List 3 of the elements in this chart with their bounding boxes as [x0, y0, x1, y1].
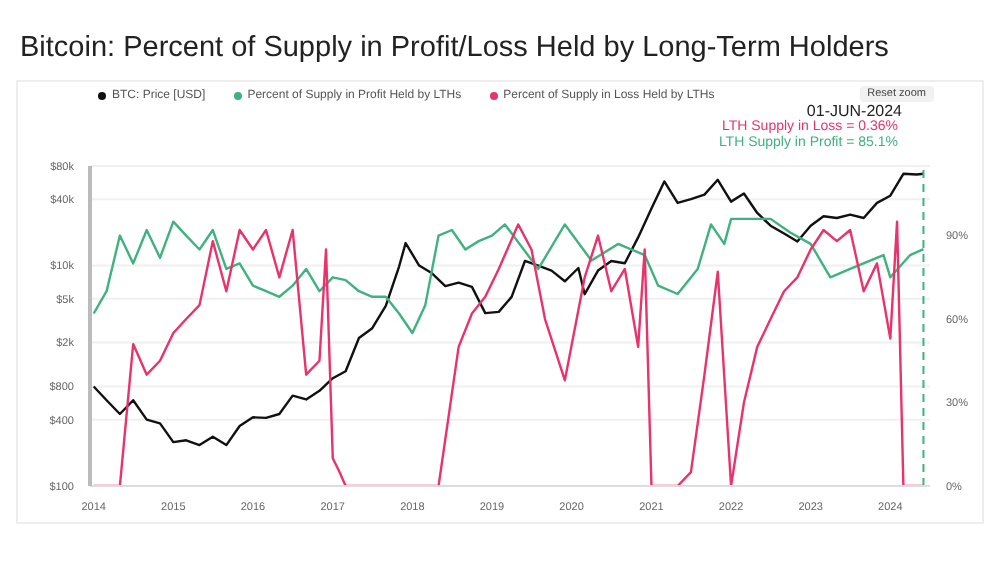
text: 01-JUN-2024	[806, 102, 902, 120]
line-series	[92, 172, 925, 447]
chart-title: Bitcoin: Percent of Supply in Profit/Loss Held by Long-Term Holders	[18, 30, 891, 64]
